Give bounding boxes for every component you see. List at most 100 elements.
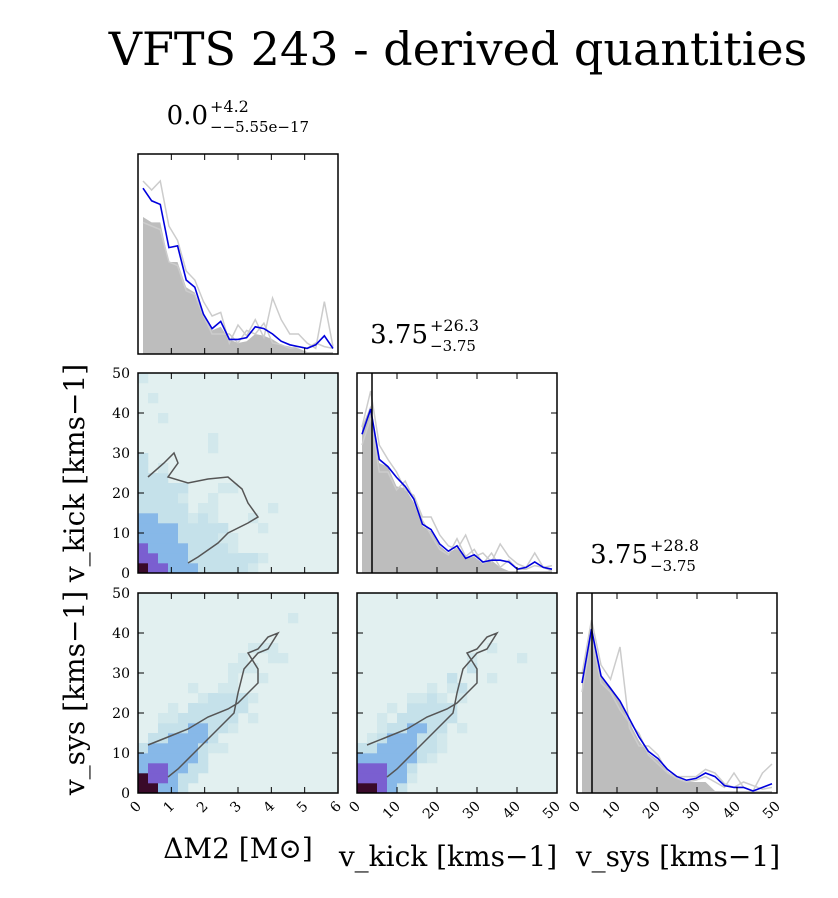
density-cell xyxy=(417,723,428,734)
density-cell xyxy=(367,763,378,774)
density-cell xyxy=(228,693,239,704)
density-cell xyxy=(377,783,388,794)
y-tick-label: 50 xyxy=(112,586,130,602)
density-cell xyxy=(148,503,159,514)
density-cell xyxy=(427,693,438,704)
density-cell xyxy=(457,683,468,694)
density-cell xyxy=(178,743,189,754)
density-cell xyxy=(178,493,189,504)
density-cell xyxy=(148,553,159,564)
density-cell xyxy=(208,543,219,554)
density-cell xyxy=(387,753,398,764)
density-cell xyxy=(158,553,169,564)
density-cell xyxy=(208,493,219,504)
density-cell xyxy=(168,723,179,734)
density-cell xyxy=(218,713,229,724)
density-cell xyxy=(188,553,199,564)
y-tick-label: 50 xyxy=(112,366,130,382)
density-cell xyxy=(188,703,199,714)
density-cell xyxy=(248,513,259,524)
density-cell xyxy=(198,503,209,514)
combined-line-vsys xyxy=(581,628,773,792)
density-cell xyxy=(138,763,149,774)
x-tick-label: 1 xyxy=(161,799,179,817)
density-cell xyxy=(357,753,368,764)
density-cell xyxy=(158,543,169,554)
density-cell xyxy=(228,533,239,544)
x-tick-label: 5 xyxy=(294,799,312,817)
density-cell xyxy=(407,763,418,774)
x-tick-label: 40 xyxy=(500,799,524,823)
density-cell xyxy=(377,743,388,754)
density-cell xyxy=(148,763,159,774)
density-cell xyxy=(148,743,159,754)
density-cell xyxy=(138,543,149,554)
density-cell xyxy=(288,613,299,624)
density-cell xyxy=(407,693,418,704)
density-cell xyxy=(228,543,239,554)
density-cell xyxy=(228,683,239,694)
density-cell xyxy=(407,733,418,744)
density-cell xyxy=(357,763,368,774)
density-cell xyxy=(218,483,229,494)
density-cell xyxy=(238,703,249,714)
density-cell xyxy=(148,783,159,794)
density-cell xyxy=(158,713,169,724)
density-cell xyxy=(417,753,428,764)
x-tick-label: 6 xyxy=(327,798,345,816)
density-cell xyxy=(188,713,199,724)
x-tick-label: 10 xyxy=(600,799,624,823)
density-cell xyxy=(148,483,159,494)
histogram-vsys xyxy=(576,592,778,794)
density-cell xyxy=(417,693,428,704)
density-cell xyxy=(158,773,169,784)
density-cell xyxy=(138,483,149,494)
chart-title: VFTS 243 - derived quantities xyxy=(108,22,808,76)
density-cell xyxy=(168,783,179,794)
density-cell xyxy=(168,503,179,514)
density-cell xyxy=(168,753,179,764)
density-cell xyxy=(198,733,209,744)
density-cell xyxy=(138,773,149,784)
density-cell xyxy=(148,393,159,404)
density-cell xyxy=(407,753,418,764)
density-cell xyxy=(168,543,179,554)
density-cell xyxy=(148,493,159,504)
density-vkick-vsys xyxy=(356,592,558,794)
panel-frame-vsys xyxy=(576,592,778,794)
density-cell xyxy=(228,663,239,674)
combined-line-vkick xyxy=(361,408,553,571)
density-cell xyxy=(387,743,398,754)
y-tick-label: 0 xyxy=(121,786,130,802)
density-cell xyxy=(238,653,249,664)
density-cell xyxy=(208,733,219,744)
density-cell xyxy=(158,763,169,774)
density-cell xyxy=(387,783,398,794)
density-cell xyxy=(198,553,209,564)
density-cell xyxy=(367,773,378,784)
density-cell xyxy=(218,703,229,714)
panel-frame xyxy=(356,592,558,794)
density-cell xyxy=(258,553,269,564)
density-cell xyxy=(517,653,528,664)
density-cell xyxy=(427,753,438,764)
density-cell xyxy=(487,643,498,654)
density-cell xyxy=(158,483,169,494)
shaded-area-dm2 xyxy=(143,217,333,354)
density-cell xyxy=(158,723,169,734)
density-cell xyxy=(427,723,438,734)
density-cell xyxy=(268,653,279,664)
density-cell xyxy=(397,763,408,774)
density-cell xyxy=(168,703,179,714)
summary-plus: +4.2 xyxy=(210,97,249,116)
density-cell xyxy=(377,773,388,784)
density-cell xyxy=(397,723,408,734)
density-cell xyxy=(238,663,249,674)
density-cell xyxy=(208,443,219,454)
density-cell xyxy=(188,763,199,774)
density-cell xyxy=(188,773,199,784)
x-axis-label-vkick: v_kick [kms−1] xyxy=(338,840,557,873)
density-cell xyxy=(437,733,448,744)
density-cell xyxy=(248,563,259,574)
density-cell xyxy=(437,723,448,734)
